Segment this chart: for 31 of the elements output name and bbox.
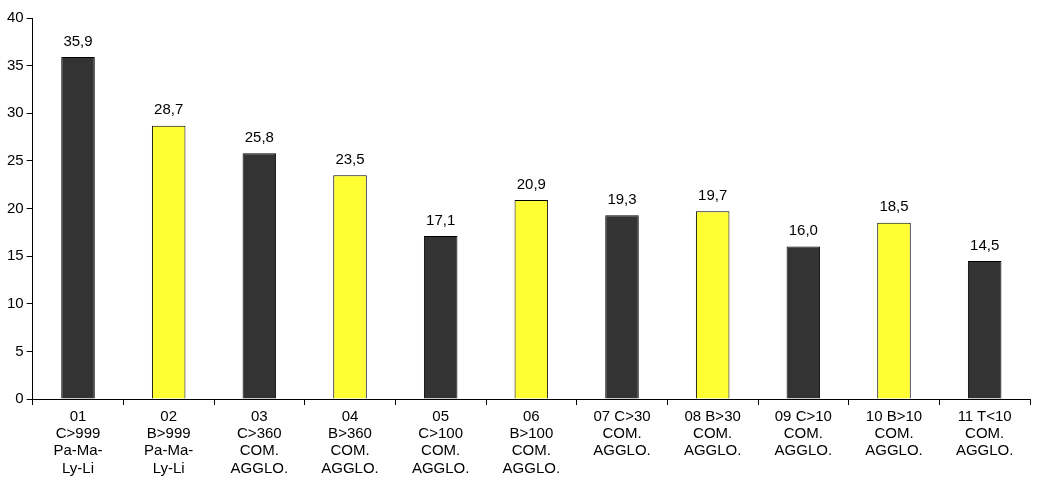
y-tick-label: 25 bbox=[7, 151, 24, 169]
data-label: 16,0 bbox=[788, 221, 818, 239]
y-tick-label: 5 bbox=[15, 341, 24, 359]
y-tick-label: 20 bbox=[7, 198, 24, 216]
x-tick-label: 07 C>30 COM. AGGLO. bbox=[593, 406, 651, 459]
data-label: 19,3 bbox=[607, 189, 637, 207]
x-tick-label: 06 B>100 COM. AGGLO. bbox=[502, 406, 561, 476]
x-tick-label: 05 C>100 COM. AGGLO. bbox=[411, 406, 470, 476]
data-label: 17,1 bbox=[426, 210, 456, 228]
x-tick-label: 11 T<10 COM. AGGLO. bbox=[955, 406, 1014, 459]
data-label: 28,7 bbox=[154, 100, 184, 118]
y-tick-label: 15 bbox=[7, 246, 24, 264]
data-label: 20,9 bbox=[516, 174, 546, 192]
x-tick-label: 01 C>999 Pa-Ma-Ly-Li bbox=[53, 406, 103, 476]
data-label: 19,7 bbox=[698, 186, 728, 203]
x-tick-label: 10 B>10 COM. AGGLO. bbox=[865, 406, 923, 459]
data-label: 23,5 bbox=[335, 149, 365, 167]
data-label: 35,9 bbox=[63, 31, 93, 49]
x-tick-label: 03 C>360 COM. AGGLO. bbox=[230, 406, 289, 476]
data-label: 14,5 bbox=[970, 235, 1000, 253]
x-tick-label: 02 B>999 Pa-Ma-Ly-Li bbox=[144, 406, 194, 476]
y-tick-label: 30 bbox=[7, 103, 24, 121]
y-tick-label: 0 bbox=[15, 389, 24, 407]
y-tick-label: 35 bbox=[7, 55, 24, 73]
x-tick-label: 08 B>30 COM. AGGLO. bbox=[683, 406, 742, 459]
y-tick-label: 10 bbox=[7, 293, 24, 311]
x-tick-label: 09 C>10 COM. AGGLO. bbox=[774, 406, 833, 459]
x-tick-label: 04 B>360 COM. AGGLO. bbox=[321, 406, 379, 476]
y-tick-label: 40 bbox=[7, 8, 24, 26]
data-label: 18,5 bbox=[879, 197, 909, 215]
data-label: 25,8 bbox=[244, 127, 274, 145]
